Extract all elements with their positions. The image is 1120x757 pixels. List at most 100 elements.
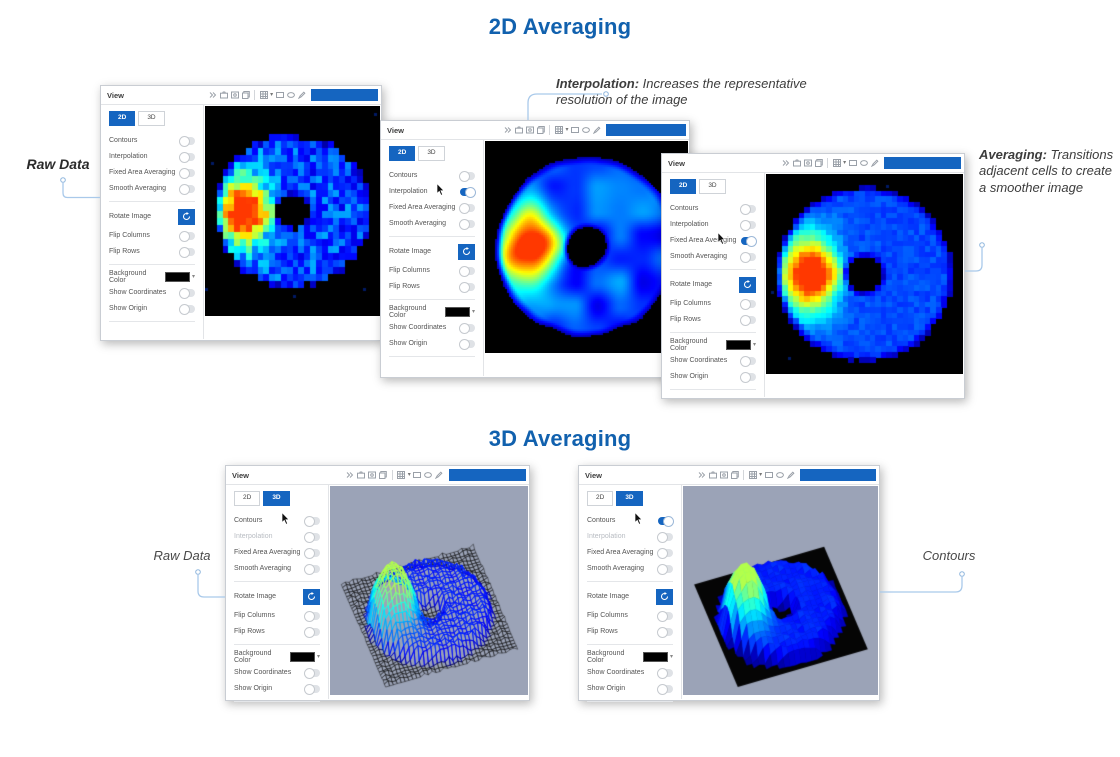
toggle-fixed-area-averaging[interactable] (304, 547, 320, 559)
background-color-swatch[interactable] (289, 651, 315, 662)
background-color-swatch[interactable] (164, 271, 190, 282)
grid-tool-icon[interactable] (397, 471, 406, 480)
swatch-caret-icon[interactable]: ▾ (471, 308, 475, 315)
rotate-image-button[interactable] (739, 276, 756, 293)
toggle-flip-rows[interactable] (657, 626, 673, 638)
toggle-fixed-area-averaging[interactable] (741, 235, 757, 247)
rectangle-tool-icon[interactable] (275, 91, 284, 100)
snapshot-icon[interactable] (803, 159, 812, 168)
ellipse-tool-icon[interactable] (581, 126, 590, 135)
pencil-tool-icon[interactable] (435, 471, 444, 480)
toggle-flip-columns[interactable] (459, 265, 475, 277)
toggle-contours[interactable] (658, 515, 674, 527)
tab-3d[interactable]: 3D (138, 111, 165, 126)
toggle-interpolation[interactable] (179, 151, 195, 163)
ellipse-tool-icon[interactable] (859, 159, 868, 168)
camera-icon[interactable] (357, 471, 366, 480)
window-icon[interactable] (730, 471, 739, 480)
tab-3d[interactable]: 3D (699, 179, 726, 194)
ellipse-tool-icon[interactable] (424, 471, 433, 480)
toggle-flip-columns[interactable] (657, 610, 673, 622)
background-color-swatch[interactable] (642, 651, 668, 662)
toggle-flip-rows[interactable] (304, 626, 320, 638)
pencil-tool-icon[interactable] (870, 159, 879, 168)
rotate-image-button[interactable] (303, 588, 320, 605)
scene-3d-canvas[interactable] (683, 486, 878, 695)
toggle-contours[interactable] (740, 203, 756, 215)
ellipse-tool-icon[interactable] (775, 471, 784, 480)
toggle-fixed-area-averaging[interactable] (459, 202, 475, 214)
toggle-show-coordinates[interactable] (657, 667, 673, 679)
tab-3d[interactable]: 3D (616, 491, 643, 506)
grid-caret-icon[interactable]: ▾ (759, 472, 763, 478)
swatch-caret-icon[interactable]: ▾ (669, 653, 673, 660)
toggle-fixed-area-averaging[interactable] (657, 547, 673, 559)
tab-2d[interactable]: 2D (670, 179, 697, 194)
tab-2d[interactable]: 2D (389, 146, 416, 161)
toggle-contours[interactable] (179, 135, 195, 147)
toggle-smooth-averaging[interactable] (740, 251, 756, 263)
window-header[interactable]: View ▾ (579, 466, 879, 485)
window-icon[interactable] (814, 159, 823, 168)
swatch-caret-icon[interactable]: ▾ (191, 273, 195, 280)
toggle-contours[interactable] (459, 170, 475, 182)
rectangle-tool-icon[interactable] (848, 159, 857, 168)
pencil-tool-icon[interactable] (297, 91, 306, 100)
toggle-show-coordinates[interactable] (740, 355, 756, 367)
toggle-show-coordinates[interactable] (179, 287, 195, 299)
camera-icon[interactable] (514, 126, 523, 135)
tab-2d[interactable]: 2D (234, 491, 261, 506)
toggle-flip-rows[interactable] (740, 314, 756, 326)
camera-icon[interactable] (792, 159, 801, 168)
window-icon[interactable] (536, 126, 545, 135)
snapshot-icon[interactable] (525, 126, 534, 135)
tab-2d[interactable]: 2D (109, 111, 136, 126)
rectangle-tool-icon[interactable] (570, 126, 579, 135)
swatch-caret-icon[interactable]: ▾ (316, 653, 320, 660)
grid-caret-icon[interactable]: ▾ (565, 127, 569, 133)
grid-tool-icon[interactable] (748, 471, 757, 480)
toggle-show-origin[interactable] (459, 338, 475, 350)
snapshot-icon[interactable] (230, 91, 239, 100)
skip-forward-icon[interactable] (781, 159, 790, 168)
rotate-image-button[interactable] (458, 243, 475, 260)
window-header[interactable]: View ▾ (101, 86, 381, 105)
window-header[interactable]: View ▾ (662, 154, 964, 173)
tab-3d[interactable]: 3D (263, 491, 290, 506)
window-icon[interactable] (379, 471, 388, 480)
toggle-flip-columns[interactable] (179, 230, 195, 242)
toggle-smooth-averaging[interactable] (304, 563, 320, 575)
swatch-caret-icon[interactable]: ▾ (752, 341, 756, 348)
background-color-swatch[interactable] (725, 339, 751, 350)
toggle-show-origin[interactable] (179, 303, 195, 315)
toggle-flip-columns[interactable] (304, 610, 320, 622)
skip-forward-icon[interactable] (697, 471, 706, 480)
toggle-interpolation[interactable] (740, 219, 756, 231)
grid-caret-icon[interactable]: ▾ (407, 472, 411, 478)
snapshot-icon[interactable] (719, 471, 728, 480)
rectangle-tool-icon[interactable] (764, 471, 773, 480)
scene-3d-canvas[interactable] (330, 486, 528, 695)
toggle-flip-columns[interactable] (740, 298, 756, 310)
toggle-interpolation[interactable] (304, 531, 320, 543)
pencil-tool-icon[interactable] (592, 126, 601, 135)
skip-forward-icon[interactable] (503, 126, 512, 135)
snapshot-icon[interactable] (368, 471, 377, 480)
toggle-interpolation[interactable] (657, 531, 673, 543)
skip-forward-icon[interactable] (208, 91, 217, 100)
background-color-swatch[interactable] (444, 306, 470, 317)
tab-3d[interactable]: 3D (418, 146, 445, 161)
grid-tool-icon[interactable] (259, 91, 268, 100)
grid-tool-icon[interactable] (832, 159, 841, 168)
rotate-image-button[interactable] (178, 208, 195, 225)
toggle-interpolation[interactable] (460, 186, 476, 198)
rotate-image-button[interactable] (656, 588, 673, 605)
toggle-flip-rows[interactable] (459, 281, 475, 293)
toggle-show-origin[interactable] (304, 683, 320, 695)
skip-forward-icon[interactable] (346, 471, 355, 480)
toggle-fixed-area-averaging[interactable] (179, 167, 195, 179)
camera-icon[interactable] (219, 91, 228, 100)
pencil-tool-icon[interactable] (786, 471, 795, 480)
ellipse-tool-icon[interactable] (286, 91, 295, 100)
toggle-smooth-averaging[interactable] (657, 563, 673, 575)
